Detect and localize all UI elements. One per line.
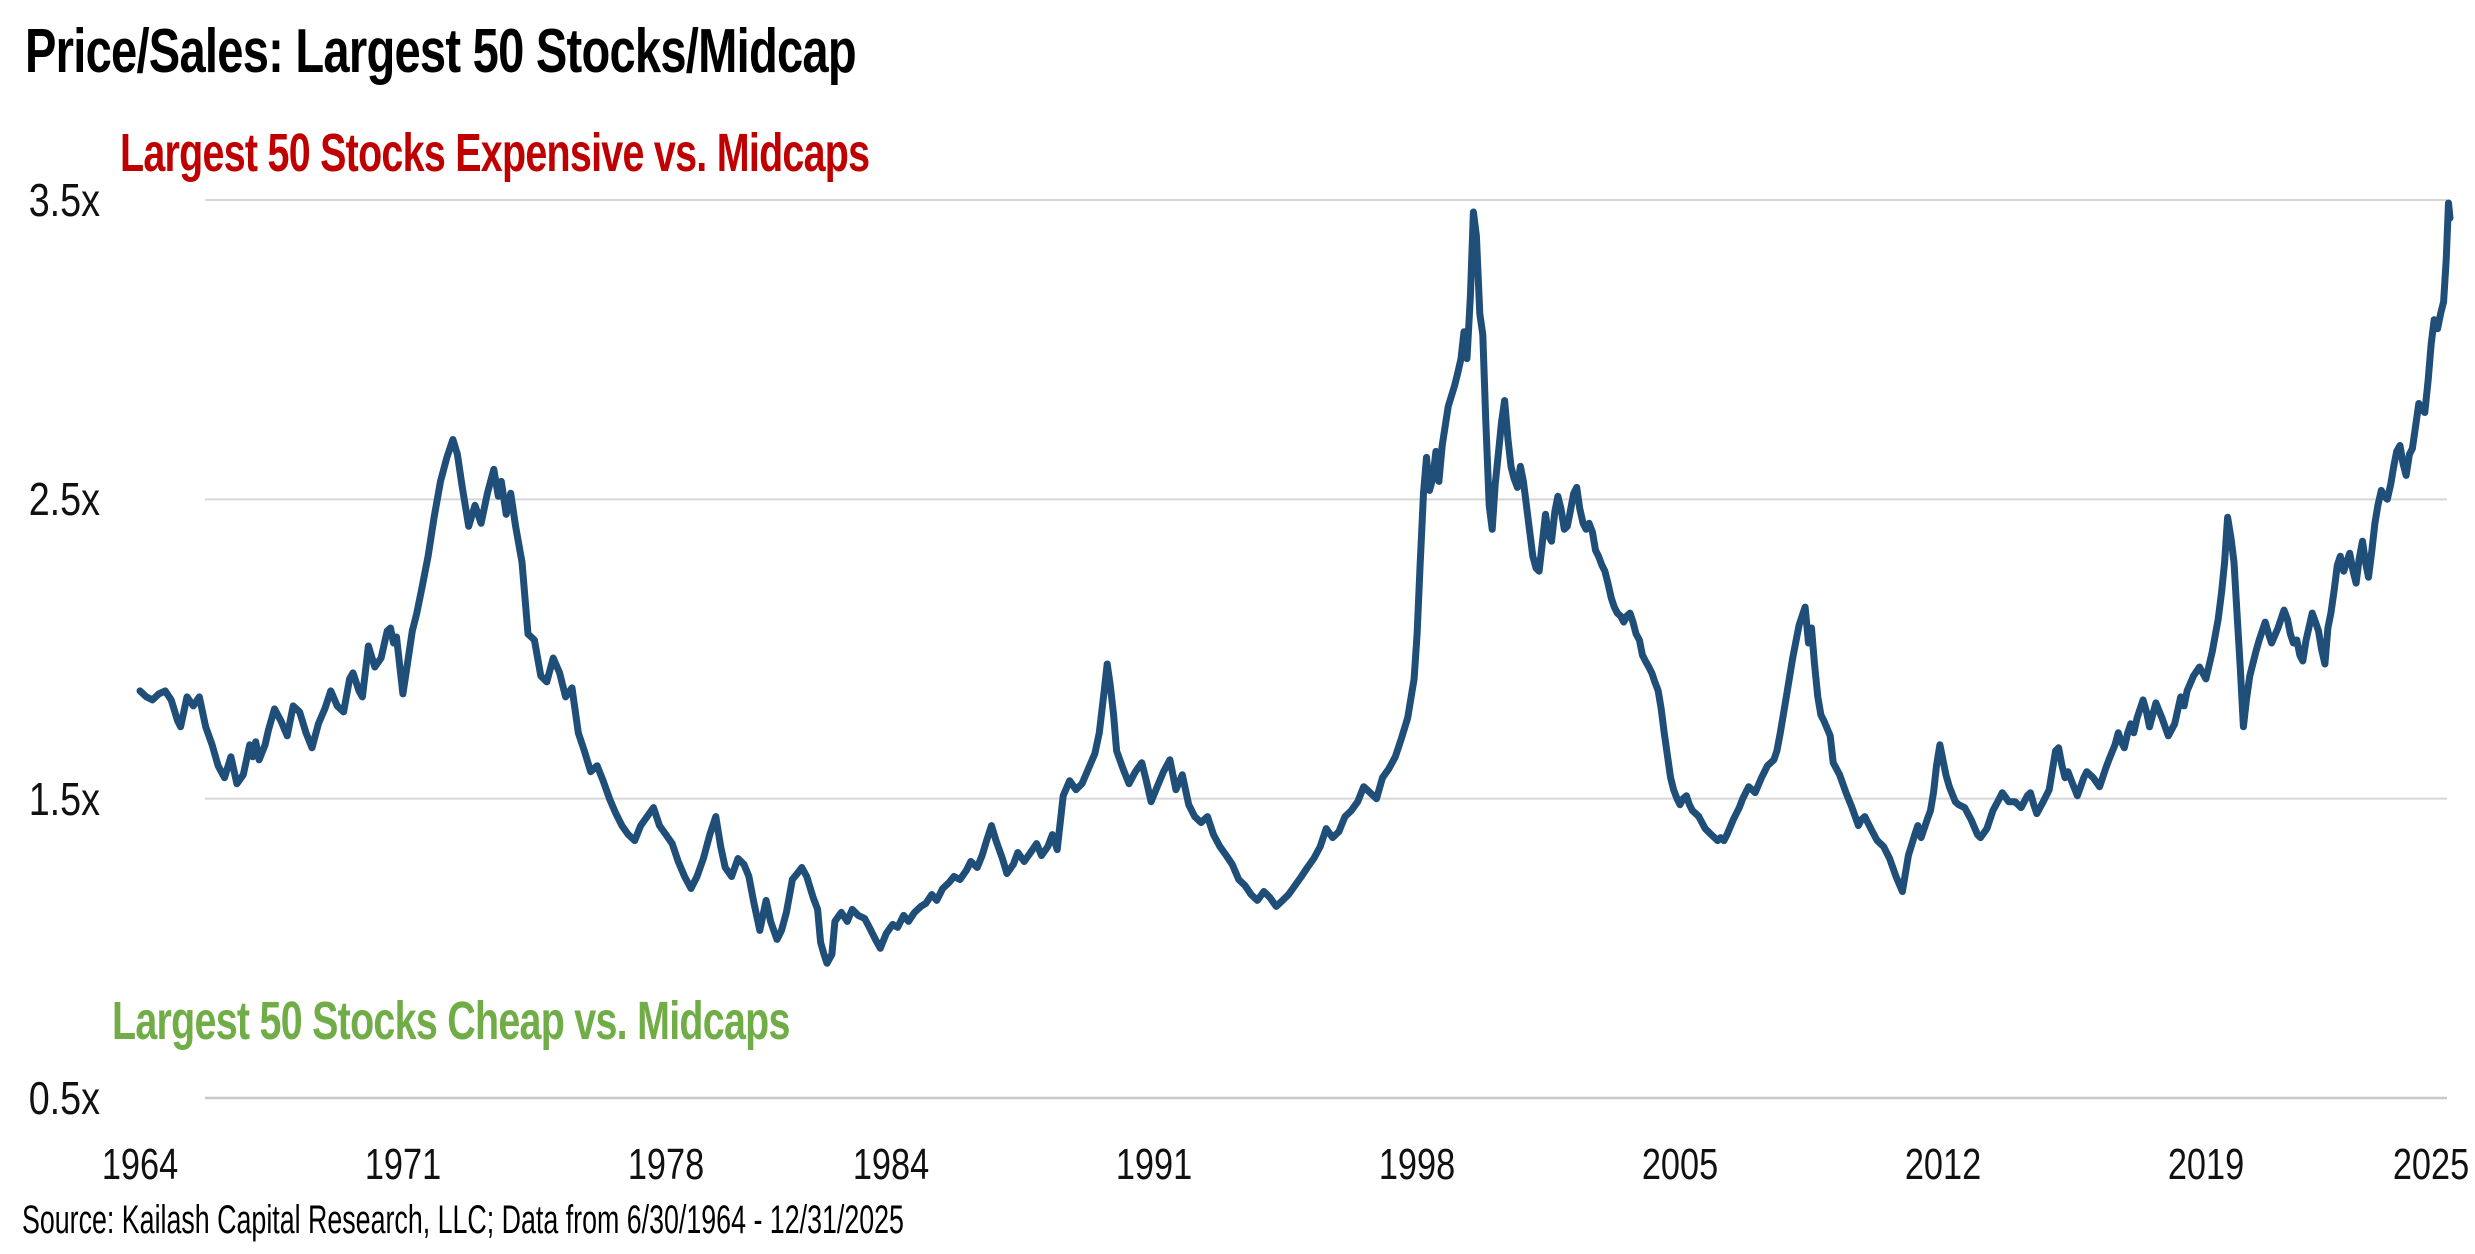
x-tick-label: 2005	[1641, 1140, 1719, 1189]
y-tick-label: 2.5x	[28, 473, 100, 526]
x-tick-label: 1978	[627, 1140, 705, 1189]
x-tick-label: 1971	[364, 1140, 442, 1189]
source-note: Source: Kailash Capital Research, LLC; D…	[22, 1198, 904, 1242]
x-tick-label: 2025	[2393, 1140, 2470, 1189]
annotation-expensive: Largest 50 Stocks Expensive vs. Midcaps	[120, 123, 870, 183]
y-tick-label: 0.5x	[28, 1072, 100, 1124]
x-tick-label: 1991	[1115, 1140, 1193, 1189]
series-line	[136, 199, 2454, 967]
annotation-cheap: Largest 50 Stocks Cheap vs. Midcaps	[112, 991, 790, 1051]
x-tick-label: 1964	[101, 1140, 179, 1189]
page-title: Price/Sales: Largest 50 Stocks/Midcap	[25, 17, 857, 86]
y-tick-label: 1.5x	[28, 772, 100, 825]
x-tick-label: 1998	[1378, 1140, 1456, 1189]
y-tick-label: 3.5x	[28, 174, 100, 226]
x-tick-label: 1984	[853, 1140, 930, 1189]
x-tick-label: 2012	[1904, 1140, 1982, 1189]
x-tick-label: 2019	[2167, 1140, 2245, 1189]
